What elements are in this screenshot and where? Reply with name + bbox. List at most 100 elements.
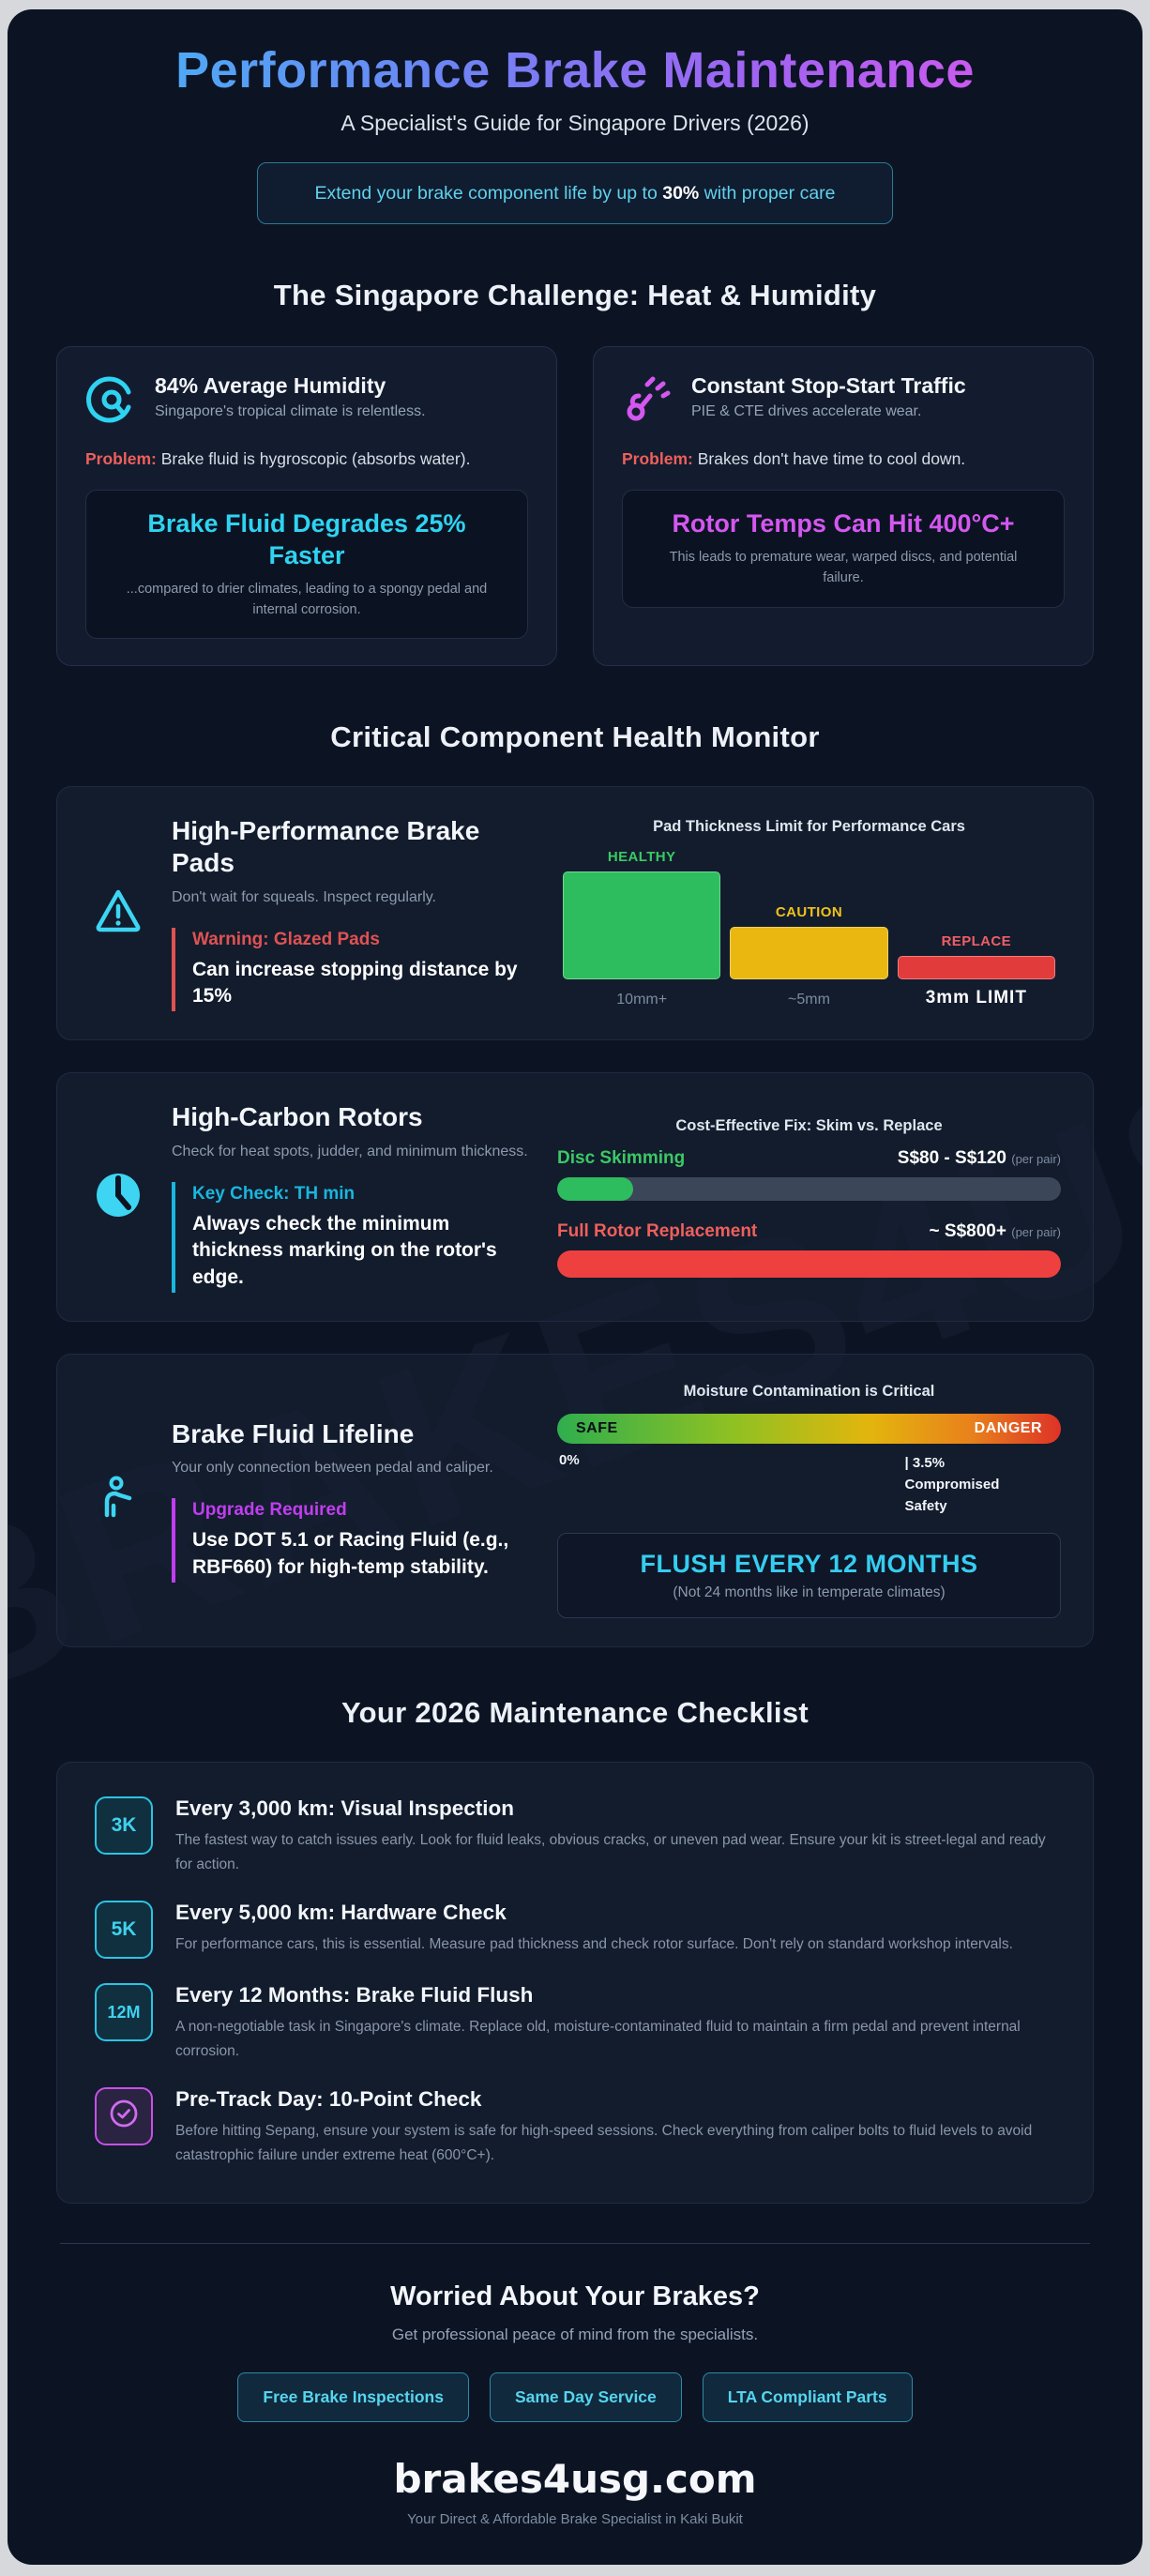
moisture-chart-title: Moisture Contamination is Critical — [683, 1382, 935, 1400]
moisture-gauge-chart: Moisture Contamination is Critical SAFE … — [557, 1383, 1061, 1618]
gauge-zero-label: 0% — [559, 1451, 580, 1468]
same-day-service-button[interactable]: Same Day Service — [489, 2372, 682, 2423]
gauge-scale: 0% | 3.5% Compromised Safety — [557, 1452, 1061, 1533]
hero-note-prefix: Extend your brake component life by up t… — [314, 183, 663, 204]
gauge-safe-label: SAFE — [576, 1419, 618, 1436]
pad-value-label: 3mm LIMIT — [925, 988, 1027, 1008]
checklist-item-3k: 3K Every 3,000 km: Visual Inspection The… — [95, 1796, 1055, 1876]
callout-text: Always check the minimum thickness marki… — [192, 1212, 497, 1288]
checklist-item-12m: 12M Every 12 Months: Brake Fluid Flush A… — [95, 1983, 1055, 2063]
pad-state-label: CAUTION — [775, 904, 843, 921]
callout-text: Use DOT 5.1 or Racing Fluid (e.g., RBF66… — [192, 1529, 509, 1578]
traffic-card-subtitle: PIE & CTE drives accelerate wear. — [691, 403, 922, 420]
problem-text: Brakes don't have time to cool down. — [692, 449, 966, 469]
checklist-item-pretrack: Pre-Track Day: 10-Point Check Before hit… — [95, 2087, 1055, 2167]
checklist-item-title: Every 3,000 km: Visual Inspection — [175, 1796, 515, 1820]
gauge-threshold-marker: | 3.5% Compromised Safety — [905, 1452, 1027, 1518]
pad-value-label: ~5mm — [788, 992, 830, 1008]
cost-chart-title: Cost-Effective Fix: Skim vs. Replace — [675, 1116, 943, 1134]
brake-fluid-card: Brake Fluid Lifeline Your only connectio… — [56, 1353, 1094, 1647]
free-inspections-button[interactable]: Free Brake Inspections — [237, 2372, 469, 2423]
checklist-item-desc: A non-negotiable task in Singapore's cli… — [175, 2019, 1021, 2059]
gauge-danger-label: DANGER — [974, 1419, 1042, 1436]
pad-thickness-chart: Pad Thickness Limit for Performance Cars… — [557, 818, 1061, 1008]
rotors-subtitle: Check for heat spots, judder, and minimu… — [172, 1143, 528, 1159]
rotors-card: High-Carbon Rotors Check for heat spots,… — [56, 1072, 1094, 1322]
brake-pads-callout: Warning: Glazed Pads Can increase stoppi… — [172, 927, 533, 1012]
bar-caution — [730, 927, 888, 980]
brand-tagline: Your Direct & Affordable Brake Specialis… — [407, 2511, 743, 2528]
brake-fluid-callout: Upgrade Required Use DOT 5.1 or Racing F… — [172, 1498, 533, 1583]
callout-label: Key Check: TH min — [192, 1183, 356, 1204]
traffic-stat-box: Rotor Temps Can Hit 400°C+ This leads to… — [622, 490, 1065, 608]
pad-chart-title: Pad Thickness Limit for Performance Cars — [653, 818, 965, 836]
brake-pads-subtitle: Don't wait for squeals. Inspect regularl… — [172, 888, 436, 905]
traffic-card: Constant Stop-Start Traffic PIE & CTE dr… — [593, 346, 1094, 667]
cost-track — [557, 1176, 1061, 1201]
problem-text: Brake fluid is hygroscopic (absorbs wate… — [156, 449, 471, 469]
flush-title: FLUSH EVERY 12 MONTHS — [640, 1549, 978, 1578]
interval-badge-5k: 5K — [95, 1901, 153, 1960]
checklist-item-5k: 5K Every 5,000 km: Hardware Check For pe… — [95, 1901, 1055, 1960]
checklist-item-desc: Before hitting Sepang, ensure your syste… — [175, 2123, 1033, 2163]
warning-triangle-icon — [91, 884, 145, 943]
humidity-stat-box: Brake Fluid Degrades 25% Faster ...compa… — [85, 490, 528, 640]
callout-label: Upgrade Required — [192, 1500, 347, 1521]
stop-start-traffic-icon — [622, 373, 674, 426]
moisture-gradient-bar: SAFE DANGER — [557, 1413, 1061, 1444]
humidity-stat-title: Brake Fluid Degrades 25% Faster — [147, 509, 466, 570]
footer-buttons: Free Brake Inspections Same Day Service … — [56, 2372, 1094, 2423]
brake-pads-title: High-Performance Brake Pads — [172, 816, 480, 878]
humidity-card: 84% Average Humidity Singapore's tropica… — [56, 346, 557, 667]
disc-skimming-row: Disc Skimming S$80 - S$120 (per pair) — [557, 1148, 1061, 1201]
footer-subtitle: Get professional peace of mind from the … — [391, 2326, 759, 2344]
humidity-cyclone-icon — [85, 373, 138, 426]
infographic-panel: BRAKES4USG.COM Performance Brake Mainten… — [8, 9, 1142, 2565]
brand-domain: brakes4usg.com — [393, 2456, 757, 2503]
cost-row-unit: (per pair) — [1011, 1224, 1061, 1239]
gauge-threshold-caption: Compromised Safety — [904, 1477, 1000, 1515]
cost-fill — [557, 1250, 1061, 1278]
checklist-item-desc: For performance cars, this is essential.… — [175, 1936, 1013, 1953]
pad-state-label: REPLACE — [941, 933, 1012, 950]
traffic-card-title: Constant Stop-Start Traffic — [691, 373, 966, 399]
rotor-clock-icon — [92, 1169, 144, 1226]
cost-fill — [557, 1176, 633, 1201]
pad-bar-caution: CAUTION — [730, 904, 888, 980]
page-subtitle: A Specialist's Guide for Singapore Drive… — [340, 111, 810, 135]
problem-label: Problem: — [85, 449, 157, 469]
cost-comparison-chart: Cost-Effective Fix: Skim vs. Replace Dis… — [557, 1117, 1061, 1278]
cost-row-unit: (per pair) — [1011, 1151, 1061, 1166]
rotors-callout: Key Check: TH min Always check the minim… — [172, 1181, 533, 1293]
rotors-title: High-Carbon Rotors — [172, 1102, 423, 1132]
cost-track — [557, 1250, 1061, 1278]
cost-row-label: Full Rotor Replacement — [557, 1220, 758, 1241]
footer-heading: Worried About Your Brakes? — [390, 2281, 760, 2312]
humidity-card-subtitle: Singapore's tropical climate is relentle… — [155, 403, 426, 420]
humidity-card-title: 84% Average Humidity — [155, 373, 386, 399]
humidity-problem: Problem: Brake fluid is hygroscopic (abs… — [85, 447, 528, 471]
interval-badge-12m: 12M — [95, 1983, 153, 2042]
brake-pads-card: High-Performance Brake Pads Don't wait f… — [56, 786, 1094, 1041]
flush-subtitle: (Not 24 months like in temperate climate… — [673, 1583, 946, 1600]
cost-row-price: S$80 - S$120 (per pair) — [897, 1147, 1061, 1168]
humidity-stat-desc: ...compared to drier climates, leading t… — [126, 581, 488, 617]
traffic-problem: Problem: Brakes don't have time to cool … — [622, 447, 1065, 471]
lta-compliant-parts-button[interactable]: LTA Compliant Parts — [702, 2372, 913, 2423]
footer-divider — [60, 2243, 1090, 2245]
checklist-item-title: Every 12 Months: Brake Fluid Flush — [175, 1983, 534, 2008]
checklist-item-desc: The fastest way to catch issues early. L… — [175, 1831, 1046, 1872]
check-circle-icon — [108, 2098, 140, 2135]
cost-row-label: Disc Skimming — [557, 1147, 686, 1168]
monitor-heading: Critical Component Health Monitor — [330, 720, 820, 754]
flush-interval-box: FLUSH EVERY 12 MONTHS (Not 24 months lik… — [557, 1532, 1061, 1618]
bar-healthy — [563, 871, 721, 980]
callout-text: Can increase stopping distance by 15% — [192, 958, 518, 1007]
pretrack-badge — [95, 2087, 153, 2146]
bar-replace — [897, 956, 1055, 980]
mechanic-person-icon — [92, 1472, 144, 1529]
rotor-replacement-row: Full Rotor Replacement ~ S$800+ (per pai… — [557, 1221, 1061, 1278]
brake-fluid-title: Brake Fluid Lifeline — [172, 1418, 415, 1448]
challenge-cards: 84% Average Humidity Singapore's tropica… — [56, 346, 1094, 667]
brake-fluid-subtitle: Your only connection between pedal and c… — [172, 1460, 493, 1477]
